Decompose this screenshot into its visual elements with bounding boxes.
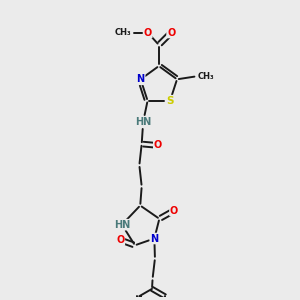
Text: HN: HN — [114, 220, 130, 230]
Text: O: O — [167, 28, 175, 38]
Text: O: O — [154, 140, 162, 151]
Text: O: O — [143, 28, 152, 38]
Text: N: N — [136, 74, 145, 84]
Text: CH₃: CH₃ — [198, 72, 214, 81]
Text: CH₃: CH₃ — [114, 28, 131, 37]
Text: N: N — [150, 233, 158, 244]
Text: S: S — [166, 96, 174, 106]
Text: O: O — [170, 206, 178, 215]
Text: HN: HN — [135, 117, 151, 127]
Text: O: O — [116, 235, 124, 245]
